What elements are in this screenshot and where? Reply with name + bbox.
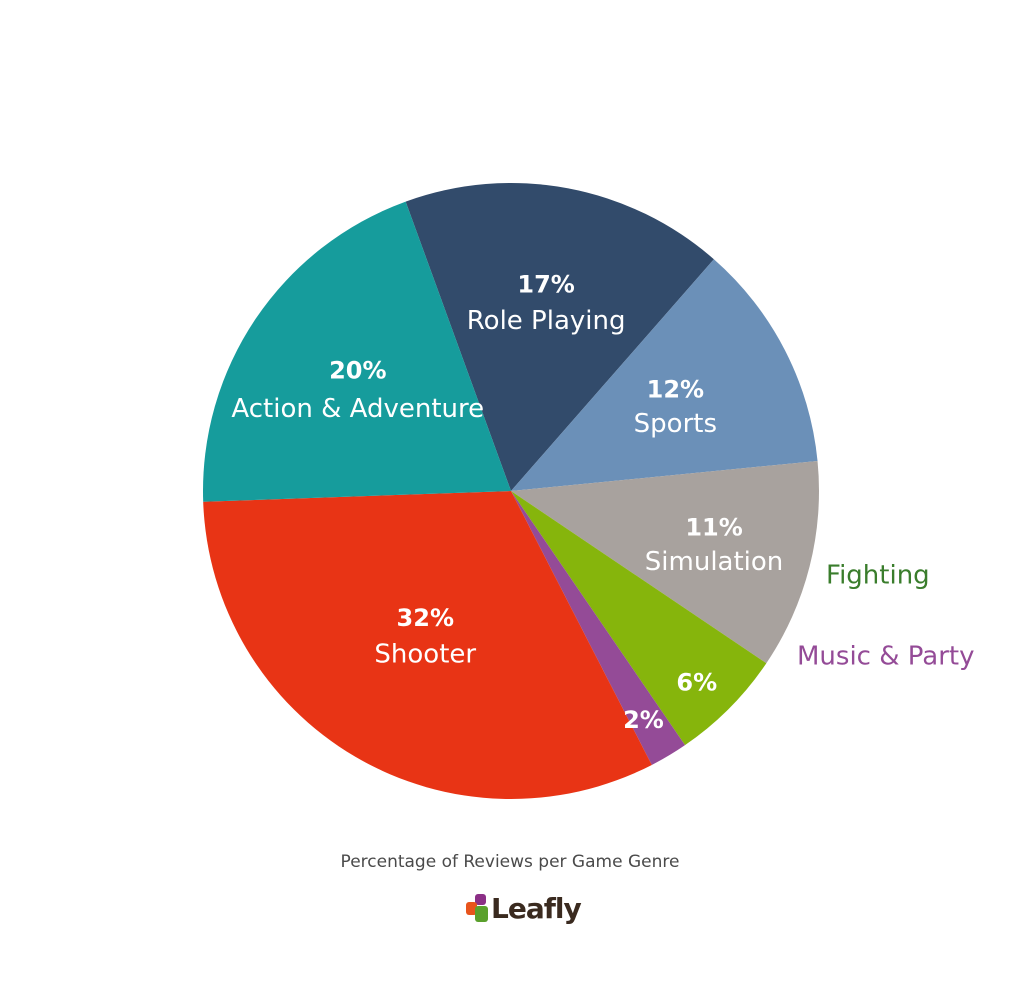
slice-category-label: Role Playing <box>467 306 626 336</box>
slice-percent-label: 2% <box>623 706 664 734</box>
pie-slice-music-party <box>511 491 686 765</box>
leafly-logo-text: Leafly <box>491 891 582 925</box>
pie-slice-role-playing <box>405 183 714 492</box>
slice-category-label: Music & Party <box>797 642 975 672</box>
slice-percent-label: 20% <box>329 357 386 385</box>
slice-category-label: Sports <box>634 409 717 439</box>
slice-percent-label: 32% <box>397 604 454 632</box>
slice-category-label: Shooter <box>374 640 476 670</box>
chart-title: Percentage of Reviews per Game Genre <box>340 852 680 872</box>
leafly-logo-icon <box>466 894 488 922</box>
pie-slice-fighting <box>511 491 767 746</box>
slice-category-label: Action & Adventure <box>231 394 484 424</box>
pie-slice-simulation <box>511 460 819 664</box>
logo-square-orange <box>466 902 477 915</box>
pie-slice-action-adventure <box>203 201 511 502</box>
slice-percent-label: 11% <box>685 513 742 541</box>
slice-percent-label: 12% <box>647 376 704 404</box>
slice-percent-label: 17% <box>517 270 574 298</box>
pie-slice-sports <box>511 259 818 491</box>
leafly-logo: Leafly <box>466 888 582 928</box>
slice-category-label: Simulation <box>645 547 784 577</box>
pie-labels: 17% Role Playing 12% Sports 11% Simulation 6% F… <box>231 270 974 734</box>
pie-slices <box>203 183 819 799</box>
slice-category-label: Fighting <box>826 561 930 591</box>
logo-square-green <box>475 906 488 922</box>
pie-slice-shooter <box>203 491 652 799</box>
logo-square-purple <box>475 894 486 905</box>
slice-percent-label: 6% <box>676 668 717 696</box>
